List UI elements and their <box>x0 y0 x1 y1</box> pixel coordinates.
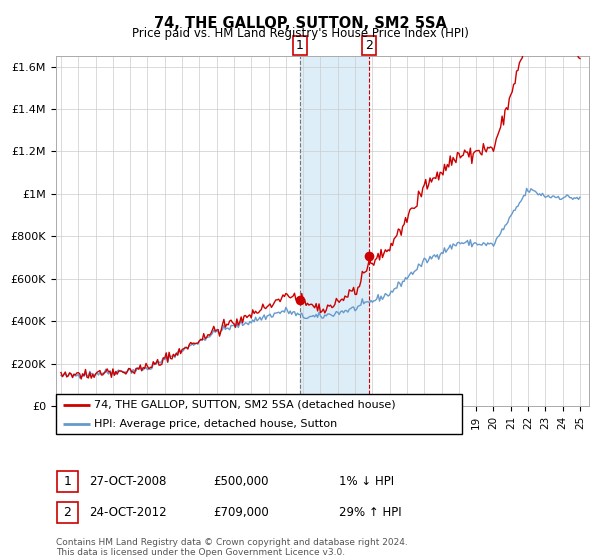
Text: HPI: Average price, detached house, Sutton: HPI: Average price, detached house, Sutt… <box>94 419 338 429</box>
Text: Price paid vs. HM Land Registry's House Price Index (HPI): Price paid vs. HM Land Registry's House … <box>131 27 469 40</box>
Text: 1: 1 <box>63 475 71 488</box>
Bar <box>300 56 369 406</box>
Text: £709,000: £709,000 <box>213 506 269 519</box>
Text: 2: 2 <box>63 506 71 519</box>
Text: 74, THE GALLOP, SUTTON, SM2 5SA: 74, THE GALLOP, SUTTON, SM2 5SA <box>154 16 446 31</box>
Text: £500,000: £500,000 <box>213 475 269 488</box>
Text: 27-OCT-2008: 27-OCT-2008 <box>89 475 166 488</box>
Text: 1: 1 <box>296 39 304 52</box>
Text: 1% ↓ HPI: 1% ↓ HPI <box>339 475 394 488</box>
FancyBboxPatch shape <box>57 502 77 523</box>
Text: 74, THE GALLOP, SUTTON, SM2 5SA (detached house): 74, THE GALLOP, SUTTON, SM2 5SA (detache… <box>94 400 396 410</box>
Text: 24-OCT-2012: 24-OCT-2012 <box>89 506 166 519</box>
Text: 29% ↑ HPI: 29% ↑ HPI <box>339 506 401 519</box>
FancyBboxPatch shape <box>56 394 462 434</box>
Text: Contains HM Land Registry data © Crown copyright and database right 2024.
This d: Contains HM Land Registry data © Crown c… <box>56 538 407 557</box>
FancyBboxPatch shape <box>57 471 77 492</box>
Text: 2: 2 <box>365 39 373 52</box>
